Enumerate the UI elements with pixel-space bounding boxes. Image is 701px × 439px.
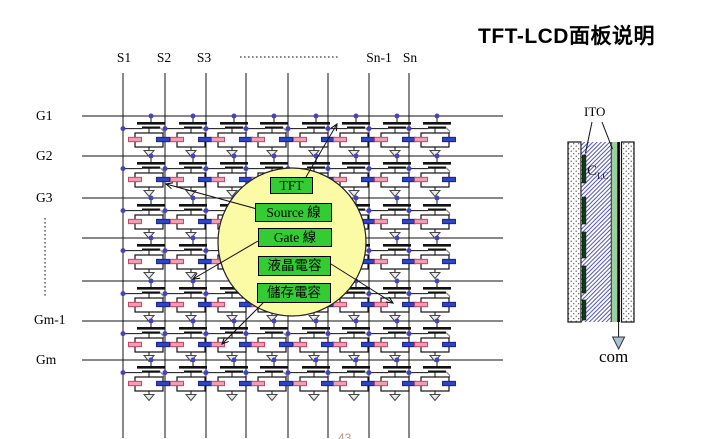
legend-label-source-line: Source 線 bbox=[266, 204, 321, 220]
pixel-cell bbox=[284, 112, 336, 158]
pixel-cell bbox=[365, 277, 417, 323]
legend-label-lc-capacitor: 液晶電容 bbox=[267, 258, 322, 274]
pixel-cell bbox=[161, 194, 213, 240]
gate-label-gm-1: Gm-1 bbox=[34, 312, 66, 327]
legend-label-tft: TFT bbox=[279, 177, 304, 193]
pixel-cell bbox=[405, 112, 457, 158]
pixel-cell bbox=[324, 356, 376, 402]
pixel-cell bbox=[119, 112, 171, 158]
clc-capacitor-label: CLC bbox=[587, 163, 609, 181]
source-label-sn-1: Sn-1 bbox=[366, 50, 392, 65]
pixel-cell bbox=[405, 152, 457, 198]
source-label-s2: S2 bbox=[156, 50, 172, 65]
clc-symbol-subscript: LC bbox=[597, 171, 609, 181]
source-label-sn: Sn bbox=[402, 50, 418, 65]
pixel-cell bbox=[119, 277, 171, 323]
lc-cell-cross-section bbox=[567, 121, 635, 351]
source-label-s1: S1 bbox=[116, 50, 132, 65]
pixel-cell bbox=[365, 234, 417, 280]
pixel-cell bbox=[365, 152, 417, 198]
pixel-cell bbox=[324, 317, 376, 363]
pixel-cell bbox=[119, 194, 171, 240]
pixel-cell bbox=[242, 317, 294, 363]
legend-box-lc-capacitor: 液晶電容 bbox=[258, 256, 331, 276]
callout-line-gate bbox=[191, 240, 259, 280]
pixel-cell bbox=[405, 317, 457, 363]
pixel-cell bbox=[405, 356, 457, 402]
pixel-cell bbox=[405, 194, 457, 240]
common-ito-strip bbox=[611, 142, 618, 322]
pixel-cell bbox=[202, 317, 254, 363]
legend-label-gate-line: Gate 線 bbox=[273, 229, 317, 245]
pixel-cell bbox=[161, 317, 213, 363]
ito-pointer-left bbox=[585, 121, 593, 154]
legend-box-gate-line: Gate 線 bbox=[258, 228, 332, 247]
pixel-cell bbox=[202, 112, 254, 158]
pixel-cell bbox=[119, 356, 171, 402]
pixel-cell bbox=[365, 194, 417, 240]
gate-label-g2: G2 bbox=[36, 148, 53, 163]
pixel-cell bbox=[284, 356, 336, 402]
slide-title: TFT-LCD面板说明 bbox=[478, 25, 655, 48]
pixel-cell bbox=[242, 112, 294, 158]
pixel-cell bbox=[365, 112, 417, 158]
pixel-cell bbox=[405, 234, 457, 280]
legend-callout-lines bbox=[164, 122, 395, 345]
pixel-cell bbox=[161, 277, 213, 323]
ito-pointer-right bbox=[601, 121, 613, 150]
callout-line-tft bbox=[305, 122, 338, 178]
gate-label-g3: G3 bbox=[36, 190, 53, 205]
source-label-s3: S3 bbox=[196, 50, 212, 65]
pixel-cell bbox=[365, 317, 417, 363]
glass-substrate-right bbox=[620, 141, 635, 323]
callout-line-lc-cap bbox=[330, 263, 395, 304]
gate-label-g1: G1 bbox=[36, 108, 53, 123]
page-number: 43 bbox=[338, 431, 352, 439]
pixel-cell bbox=[324, 112, 376, 158]
pixel-cell bbox=[405, 277, 457, 323]
pixel-cell bbox=[119, 317, 171, 363]
legend-box-tft: TFT bbox=[270, 177, 313, 194]
pixel-cell bbox=[119, 234, 171, 280]
pixel-cell bbox=[242, 356, 294, 402]
legend-box-source-line: Source 線 bbox=[255, 203, 332, 222]
liquid-crystal-region bbox=[581, 142, 612, 322]
com-arrow-head bbox=[611, 336, 626, 351]
gate-label-gm: Gm bbox=[36, 352, 57, 367]
com-label: com bbox=[599, 347, 629, 366]
callout-line-source bbox=[164, 182, 258, 210]
ito-label: ITO bbox=[584, 104, 606, 119]
pixel-cell bbox=[161, 112, 213, 158]
pixel-cell bbox=[365, 356, 417, 402]
pixel-cell bbox=[284, 317, 336, 363]
clc-symbol: C bbox=[587, 163, 598, 179]
glass-substrate-left bbox=[567, 141, 582, 323]
pixel-ito-electrodes bbox=[581, 154, 587, 321]
pixel-cell bbox=[202, 356, 254, 402]
pixel-cell bbox=[161, 356, 213, 402]
pixel-cell bbox=[119, 152, 171, 198]
legend-label-storage-capacitor: 儲存電容 bbox=[267, 285, 321, 301]
legend-box-storage-capacitor: 儲存電容 bbox=[257, 283, 331, 303]
callout-line-storage-cap bbox=[221, 302, 264, 345]
